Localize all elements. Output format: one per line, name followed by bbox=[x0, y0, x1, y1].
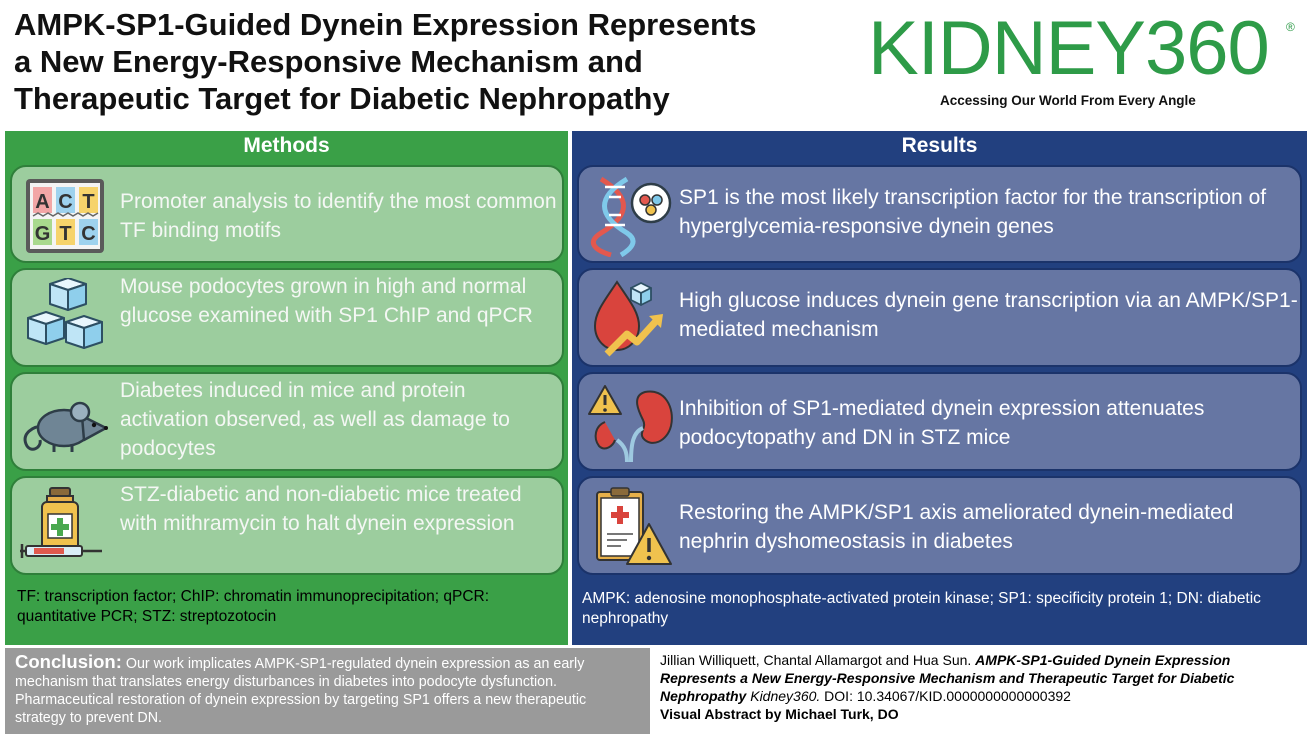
results-card-3: Inhibition of SP1-mediated dynein expres… bbox=[577, 372, 1302, 471]
results-text-1: SP1 is the most likely transcription fac… bbox=[679, 186, 1267, 238]
article-title: AMPK-SP1-Guided Dynein Expression Repres… bbox=[14, 6, 874, 117]
letter-g: G bbox=[35, 223, 51, 245]
results-text-4: Restoring the AMPK/SP1 axis ameliorated … bbox=[679, 501, 1234, 553]
results-card-1: SP1 is the most likely transcription fac… bbox=[577, 165, 1302, 263]
medicine-vial-syringe-icon bbox=[20, 487, 102, 558]
methods-card-2: Mouse podocytes grown in high and normal… bbox=[10, 268, 564, 367]
methods-text-2: Mouse podocytes grown in high and normal… bbox=[120, 275, 533, 327]
results-text-3: Inhibition of SP1-mediated dynein expres… bbox=[679, 397, 1205, 449]
dna-sequence-icon: A C T G T C bbox=[26, 179, 104, 253]
logo-registered-mark: ® bbox=[1286, 20, 1295, 34]
title-line-3: Therapeutic Target for Diabetic Nephropa… bbox=[14, 81, 670, 116]
conclusion-label: Conclusion: bbox=[15, 651, 122, 672]
results-abbreviations: AMPK: adenosine monophosphate-activated … bbox=[582, 590, 1261, 627]
citation-doi: DOI: 10.34067/KID.0000000000000392 bbox=[820, 688, 1071, 704]
kidney-warning-icon bbox=[588, 385, 673, 463]
medical-report-warning-icon bbox=[596, 487, 672, 565]
conclusion-box: Conclusion: Our work implicates AMPK-SP1… bbox=[5, 648, 650, 734]
methods-abbreviations: TF: transcription factor; ChIP: chromati… bbox=[17, 588, 490, 625]
mouse-icon bbox=[23, 401, 108, 452]
methods-card-4: STZ-diabetic and non-diabetic mice treat… bbox=[10, 476, 564, 575]
title-line-2: a New Energy-Responsive Mechanism and bbox=[14, 44, 643, 79]
letter-t-2: T bbox=[59, 223, 71, 245]
citation-article-title: AMPK-SP1-Guided Dynein Expression Repres… bbox=[660, 652, 1235, 704]
logo-tagline: Accessing Our World From Every Angle bbox=[940, 93, 1196, 108]
citation: Jillian Williquett, Chantal Allamargot a… bbox=[660, 651, 1300, 723]
letter-a: A bbox=[35, 191, 49, 213]
results-panel: Results SP1 is the most likely transcrip… bbox=[572, 131, 1307, 645]
letter-t: T bbox=[82, 191, 94, 213]
journal-logo: KIDNEY360 ® Accessing Our World From Eve… bbox=[868, 6, 1298, 118]
glucose-cubes-icon bbox=[27, 278, 103, 349]
methods-header: Methods bbox=[243, 134, 330, 157]
visual-abstract-credit: Visual Abstract by Michael Turk, DO bbox=[660, 706, 899, 722]
methods-card-1: A C T G T C Promoter analysis to identif… bbox=[10, 165, 564, 263]
letter-c-2: C bbox=[81, 223, 95, 245]
methods-text-4: STZ-diabetic and non-diabetic mice treat… bbox=[120, 483, 522, 535]
methods-text-3: Diabetes induced in mice and protein act… bbox=[120, 379, 510, 460]
letter-c: C bbox=[58, 191, 72, 213]
results-text-2: High glucose induces dynein gene transcr… bbox=[679, 289, 1298, 341]
citation-journal: Kidney360. bbox=[746, 688, 821, 704]
logo-wordmark: KIDNEY360 bbox=[868, 6, 1270, 91]
methods-text-1: Promoter analysis to identify the most c… bbox=[120, 190, 557, 242]
blood-sugar-rise-icon bbox=[593, 280, 663, 357]
conclusion-text: Our work implicates AMPK-SP1-regulated d… bbox=[15, 656, 587, 726]
results-card-4: Restoring the AMPK/SP1 axis ameliorated … bbox=[577, 476, 1302, 575]
methods-card-3: Diabetes induced in mice and protein act… bbox=[10, 372, 564, 471]
methods-panel: Methods A C T G T C Promoter analysis to… bbox=[5, 131, 568, 645]
results-card-2: High glucose induces dynein gene transcr… bbox=[577, 268, 1302, 367]
dna-molecule-icon bbox=[590, 176, 672, 257]
results-header: Results bbox=[901, 134, 978, 157]
title-line-1: AMPK-SP1-Guided Dynein Expression Repres… bbox=[14, 7, 757, 42]
citation-authors: Jillian Williquett, Chantal Allamargot a… bbox=[660, 652, 976, 668]
